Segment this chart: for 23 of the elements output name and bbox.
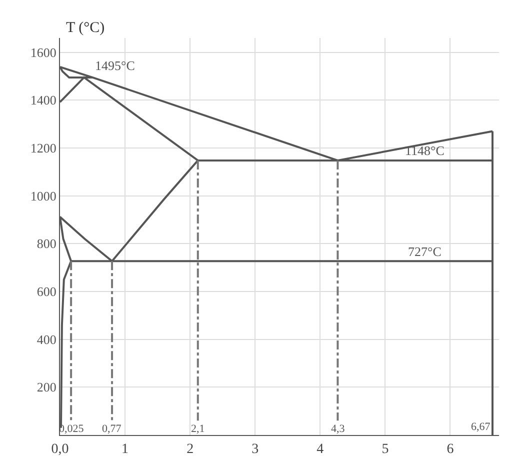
annotation: 4,3 — [331, 423, 346, 435]
x-tick-label: 6 — [446, 442, 454, 457]
x-tick-label: 5 — [382, 442, 389, 457]
annotation: 727°C — [408, 244, 442, 259]
x-tick-label: 1 — [122, 442, 129, 457]
x-tick-label: 4 — [316, 442, 324, 457]
x-tick-label: 3 — [252, 442, 259, 457]
y-axis-title: T (°C) — [66, 20, 105, 36]
y-tick-label: 1000 — [30, 188, 56, 204]
y-tick-label: 1600 — [30, 44, 56, 60]
y-tick-label: 800 — [36, 236, 56, 252]
y-tick-label: 1400 — [30, 92, 56, 108]
y-tick-label: 1200 — [30, 140, 56, 156]
x-tick-label: 2 — [186, 442, 194, 457]
annotation: 2,1 — [191, 423, 205, 435]
annotation: 6,67 — [471, 421, 491, 433]
y-tick-label: 400 — [36, 332, 56, 347]
annotation: 1495°C — [95, 58, 135, 73]
y-tick-label: 200 — [36, 380, 56, 395]
annotation: 0,77 — [102, 423, 122, 435]
y-tick-label: 600 — [36, 284, 56, 300]
annotation: 1148°C — [405, 143, 444, 158]
x-tick-label: 0,0 — [51, 442, 69, 457]
